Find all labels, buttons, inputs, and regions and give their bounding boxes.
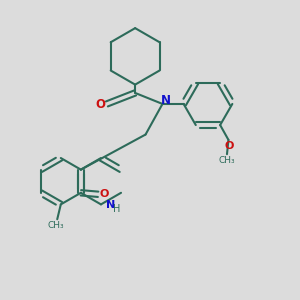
Text: N: N [106, 200, 115, 210]
Text: O: O [95, 98, 105, 111]
Text: CH₃: CH₃ [219, 156, 235, 165]
Text: H: H [113, 204, 120, 214]
Text: O: O [100, 189, 109, 199]
Text: O: O [224, 141, 234, 151]
Text: N: N [160, 94, 170, 107]
Text: CH₃: CH₃ [47, 221, 64, 230]
